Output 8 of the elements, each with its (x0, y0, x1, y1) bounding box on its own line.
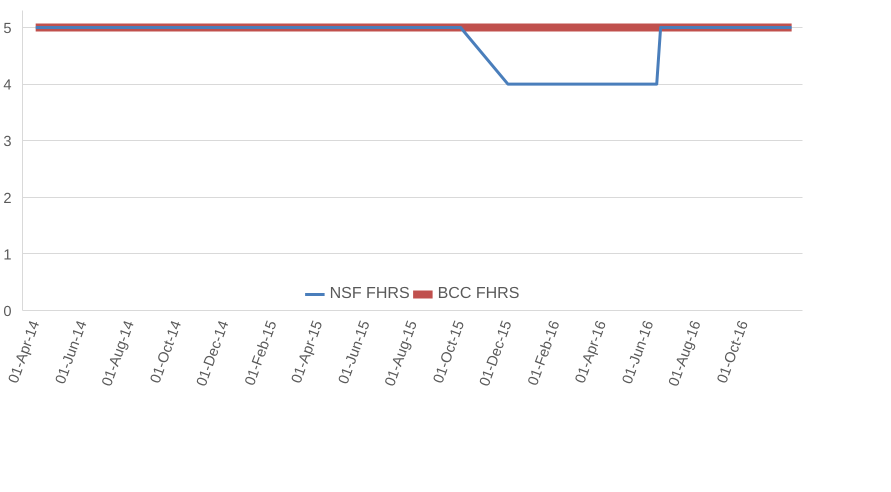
y-tick-label: 3 (3, 134, 12, 150)
legend-label: BCC FHRS (438, 285, 520, 303)
legend-label: NSF FHRS (330, 285, 410, 303)
y-tick-label: 0 (3, 304, 12, 320)
y-tick-label: 2 (3, 190, 12, 207)
y-tick-label: 5 (3, 20, 12, 37)
y-tick-label: 4 (3, 78, 12, 94)
y-tick-label: 1 (3, 247, 12, 264)
